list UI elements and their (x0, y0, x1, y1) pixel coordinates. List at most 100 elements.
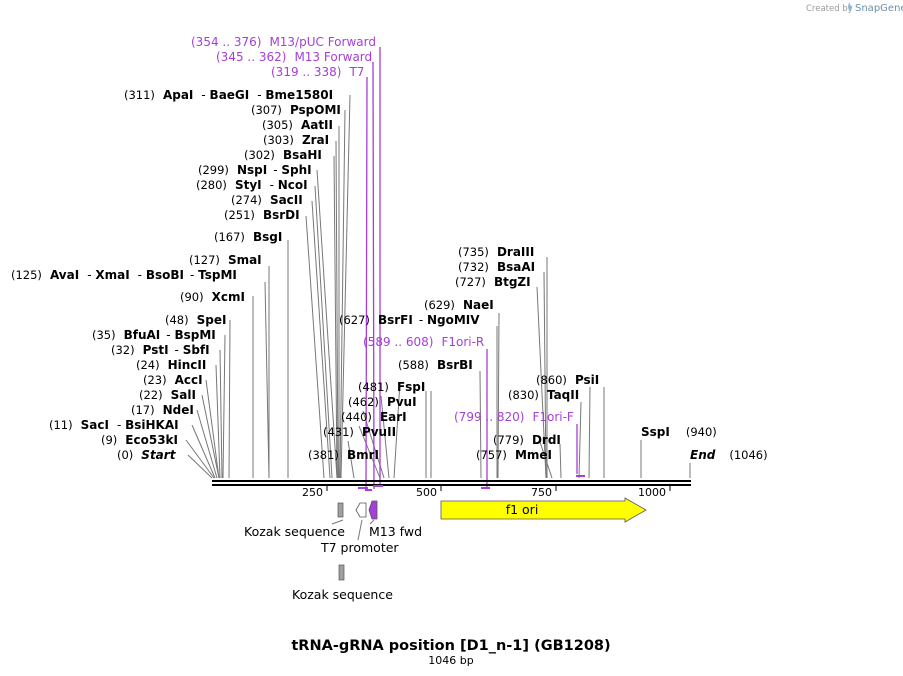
svg-text:(860)PsiI: (860) PsiI (536, 373, 599, 387)
site-connector-lines (185, 94, 691, 479)
site-connector-line (588, 386, 591, 479)
svg-text:(125)AvaI- XmaI- BsoBI- TspMI: (125) AvaI - XmaI - BsoBI - TspMI (11, 268, 237, 282)
site-bsahi[interactable]: BsaHI (283, 148, 322, 162)
site-baegi[interactable]: BaeGI (210, 88, 250, 102)
f1-ori-arrow[interactable] (440, 497, 647, 523)
site-bsihkai[interactable]: BsiHKAI (125, 418, 179, 432)
kozak-sequence-label-1: Kozak sequence (244, 524, 345, 539)
site-smai[interactable]: SmaI (228, 253, 262, 267)
site-eco53ki[interactable]: Eco53kI (125, 433, 178, 447)
kozak-sequence-box-2[interactable] (338, 564, 345, 581)
site-connector-line (187, 454, 213, 479)
site-connector-line (559, 443, 562, 479)
site-xmai[interactable]: XmaI (95, 268, 129, 282)
tick-500: 500 (416, 486, 437, 499)
site-acci[interactable]: AccI (175, 373, 203, 387)
site-connector-line (543, 271, 547, 479)
site-sacii[interactable]: SacII (270, 193, 303, 207)
site-drdi[interactable]: DrdI (532, 433, 561, 447)
svg-text:(302)BsaHI: (302) BsaHI (244, 148, 322, 162)
site-avai[interactable]: AvaI (50, 268, 79, 282)
m13-fwd-arrow[interactable] (368, 500, 378, 520)
svg-text:(311)ApaI- BaeGI- Bme1580I: (311) ApaI - BaeGI - Bme1580I (124, 88, 333, 102)
site-saci[interactable]: SacI (81, 418, 109, 432)
site-bme1580i[interactable]: Bme1580I (265, 88, 333, 102)
site-pvui[interactable]: PvuI (387, 395, 417, 409)
site-xcmi[interactable]: XcmI (212, 290, 245, 304)
svg-text:(280)StyI- NcoI: (280) StyI - NcoI (196, 178, 308, 192)
site-tspmi[interactable]: TspMI (198, 268, 237, 282)
site-pspomi[interactable]: PspOMI (290, 103, 341, 117)
site-apai[interactable]: ApaI (163, 88, 193, 102)
site-bspmi[interactable]: BspMI (174, 328, 215, 342)
site-connector-line (311, 200, 331, 479)
svg-text:(732)BsaAI: (732) BsaAI (458, 260, 535, 274)
site-ncoi[interactable]: NcoI (278, 178, 308, 192)
primer-t7[interactable]: (319 .. 338) T7 (271, 65, 364, 79)
site-bsrfi[interactable]: BsrFI (378, 313, 413, 327)
site-bmri[interactable]: BmrI (347, 448, 379, 462)
site-bsrdi[interactable]: BsrDI (263, 208, 300, 222)
site-sspi[interactable]: SspI (641, 425, 670, 439)
site-eari[interactable]: EarI (380, 410, 407, 424)
svg-text:(274)SacII: (274) SacII (231, 193, 303, 207)
site-zrai[interactable]: ZraI (302, 133, 329, 147)
site-bsaai[interactable]: BsaAI (497, 260, 535, 274)
svg-text:(9)Eco53kI: (9) Eco53kI (101, 433, 178, 447)
primer-m13-forward[interactable]: (345 .. 362) M13 Forward (216, 50, 372, 64)
site-start[interactable]: Start (141, 448, 176, 462)
site-pvuii[interactable]: PvuII (362, 425, 396, 439)
site-hincii[interactable]: HincII (168, 358, 207, 372)
site-spei[interactable]: SpeI (197, 313, 227, 327)
svg-text:(17)NdeI: (17) NdeI (131, 403, 194, 417)
brand-text: SnapGene (855, 3, 903, 14)
site-connector-line (333, 155, 338, 479)
site-aatii[interactable]: AatII (301, 118, 333, 132)
svg-text:(90)XcmI: (90) XcmI (180, 290, 245, 304)
site-sphi[interactable]: SphI (281, 163, 311, 177)
site-connector-line (578, 401, 582, 479)
map-length: 1046 bp (428, 654, 473, 667)
t7-promoter-label: T7 promoter (320, 540, 399, 555)
t7-promoter-arrow[interactable] (355, 502, 367, 518)
primer-connector-line (372, 61, 375, 490)
primer-f1ori-f[interactable]: (799 .. 820) F1ori-F (454, 410, 574, 424)
site-mmei[interactable]: MmeI (515, 448, 552, 462)
primer-m13-puc-forward[interactable]: (354 .. 376) M13/pUC Forward (191, 35, 376, 49)
site-bsrbi[interactable]: BsrBI (437, 358, 473, 372)
site-ndei[interactable]: NdeI (163, 403, 194, 417)
site-end[interactable]: End (690, 448, 716, 462)
site-connector-line (479, 370, 482, 479)
site-connector-line (305, 215, 325, 479)
snapgene-logo-icon (848, 2, 852, 11)
site-connector-line (191, 424, 216, 479)
site-sali[interactable]: SalI (171, 388, 196, 402)
site-styi[interactable]: StyI (235, 178, 262, 192)
f1-ori-label: f1 ori (506, 502, 539, 517)
site-nspi[interactable]: NspI (237, 163, 267, 177)
primer-connector-line (365, 76, 368, 488)
primer-f1ori-r[interactable]: (589 .. 608) F1ori-R (363, 335, 484, 349)
site-naei[interactable]: NaeI (463, 298, 494, 312)
site-ngomiv[interactable]: NgoMIV (427, 313, 480, 327)
svg-text:SspI(940): SspI (940) (641, 425, 717, 439)
site-draiii[interactable]: DraIII (497, 245, 534, 259)
site-connector-line (347, 440, 355, 479)
site-psii[interactable]: PsiI (575, 373, 599, 387)
site-taqii[interactable]: TaqII (547, 388, 579, 402)
site-connector-line (335, 140, 339, 479)
site-btgzi[interactable]: BtgZI (494, 275, 531, 289)
svg-text:(299)NspI- SphI: (299) NspI - SphI (198, 163, 312, 177)
site-connector-line (228, 319, 231, 479)
site-bsobi[interactable]: BsoBI (146, 268, 184, 282)
site-fspi[interactable]: FspI (397, 380, 425, 394)
site-connector-line (536, 286, 547, 479)
site-psti[interactable]: PstI (143, 343, 169, 357)
site-sbfi[interactable]: SbfI (183, 343, 210, 357)
svg-text:(440)EarI: (440) EarI (341, 410, 407, 424)
kozak-sequence-box-1[interactable] (337, 502, 344, 518)
site-bfuai[interactable]: BfuAI (124, 328, 161, 342)
svg-text:(23)AccI: (23) AccI (143, 373, 203, 387)
site-bsgi[interactable]: BsgI (253, 230, 282, 244)
